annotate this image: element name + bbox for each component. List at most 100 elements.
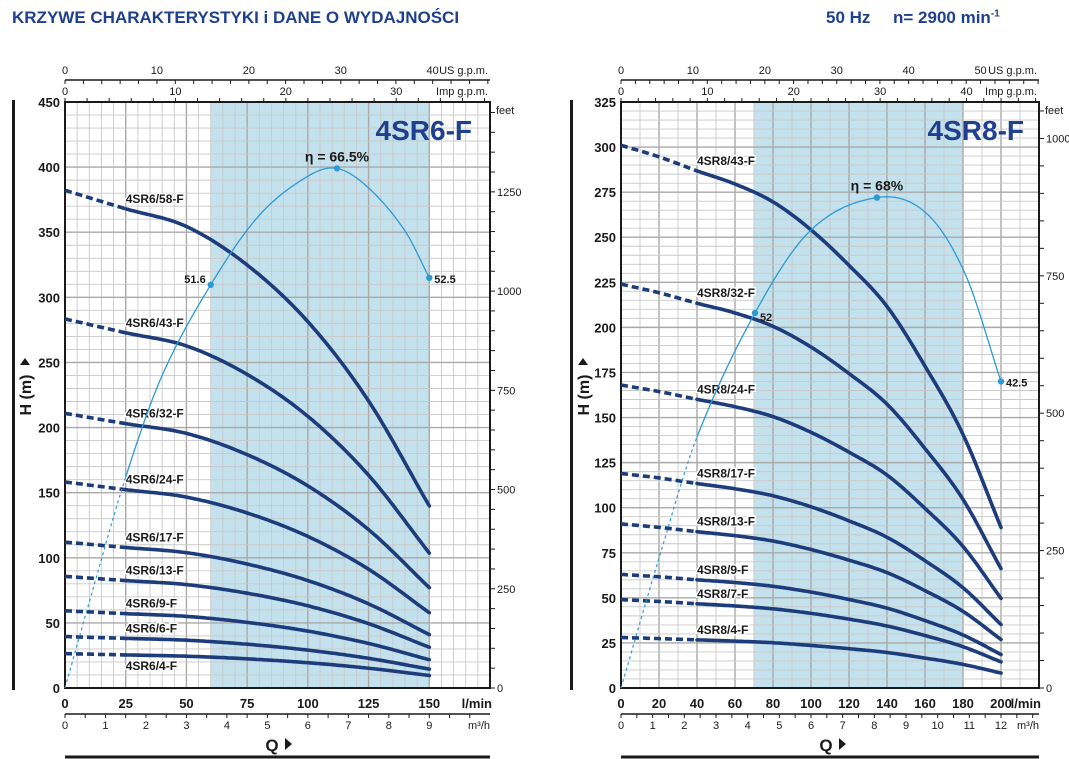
imp-gpm-tick-label: 0 <box>62 86 68 98</box>
x-tick-label: 25 <box>118 696 132 711</box>
x-tick-label: 100 <box>800 696 822 711</box>
curve-label: 4SR6/17-F <box>126 530 184 544</box>
y-tick-label: 300 <box>594 140 616 155</box>
us-gpm-tick-label: 10 <box>151 65 163 77</box>
efficiency-point <box>333 165 341 172</box>
m3h-tick-label: 3 <box>183 720 189 732</box>
efficiency-label: η = 68% <box>851 178 904 194</box>
pump-curve-4sr8-7-f <box>695 602 1003 664</box>
x-tick-label: 0 <box>61 696 68 711</box>
m3h-tick-label: 6 <box>808 720 814 732</box>
m3h-tick-label: 9 <box>426 720 432 732</box>
pump-curve-dashed-4sr8-17-f <box>620 471 698 486</box>
speed-label: n= 2900 min-1 <box>893 8 1000 28</box>
efficiency-label: 51.6 <box>184 274 205 286</box>
plot-frame <box>64 101 491 689</box>
y-tick-label: 125 <box>594 456 616 471</box>
feet-tick-label: 0 <box>497 683 503 695</box>
feet-tick-label: 250 <box>1046 546 1064 558</box>
curve-label: 4SR8/24-F <box>697 382 755 396</box>
imp-gpm-tick-label: 10 <box>701 86 713 98</box>
arrow-up-icon <box>20 358 30 365</box>
pump-curve-4sr6-6-f <box>123 636 432 671</box>
us-gpm-tick-label: 30 <box>831 65 843 77</box>
pump-curve-4sr8-17-f <box>695 481 1003 627</box>
imp-gpm-tick-label: 30 <box>390 86 402 98</box>
pump-curve-dashed-4sr8-9-f <box>620 572 698 582</box>
pump-curve-4sr8-4-f <box>695 638 1003 675</box>
pump-curve-4sr8-32-f <box>695 301 1003 571</box>
m3h-tick-label: 7 <box>840 720 846 732</box>
m3h-tick-label: 6 <box>305 720 311 732</box>
x-tick-label: 200 <box>990 696 1012 711</box>
speed-text: n= 2900 min <box>893 8 991 27</box>
pump-curve-4sr8-24-f <box>695 397 1003 601</box>
us-gpm-tick-label: 30 <box>335 65 347 77</box>
page-title: KRZYWE CHARAKTERYSTYKI i DANE O WYDAJNOŚ… <box>12 8 460 27</box>
y-axis-title-group: H (m) <box>576 358 593 415</box>
m3h-tick-label: 5 <box>264 720 270 732</box>
x-tick-label: 125 <box>358 696 380 711</box>
curve-label: 4SR6/6-F <box>126 621 177 635</box>
pump-curve-4sr6-4-f <box>123 653 432 678</box>
speed-exponent: -1 <box>990 8 1000 20</box>
y-tick-label: 200 <box>38 421 60 436</box>
efficiency-point <box>426 274 433 281</box>
chart-title: 4SR8-F <box>928 115 1024 146</box>
x-tick-label: 80 <box>766 696 780 711</box>
plot-frame <box>620 101 1040 689</box>
y-tick-label: 200 <box>594 320 616 335</box>
curve-label: 4SR8/9-F <box>697 563 748 577</box>
imp-gpm-tick-label: 30 <box>874 86 886 98</box>
feet-tick-label: 500 <box>497 485 515 497</box>
m3h-tick-label: 11 <box>964 720 975 732</box>
y-tick-label: 100 <box>38 551 60 566</box>
pump-curve-4sr8-13-f <box>695 529 1003 642</box>
curve-label: 4SR8/17-F <box>697 467 755 481</box>
us-gpm-tick-label: 40 <box>427 65 439 77</box>
x-axis-title: Q <box>819 736 832 755</box>
y-tick-label: 0 <box>53 681 60 696</box>
y-axis-title-group: H (m) <box>18 358 35 415</box>
pump-curve-dashed-4sr6-24-f <box>64 480 126 492</box>
y-tick-label: 250 <box>38 355 60 370</box>
pump-curve-4sr6-24-f <box>123 487 432 615</box>
y-axis-title: H (m) <box>576 375 593 416</box>
feet-axis-label: feet <box>1045 105 1063 117</box>
pump-curve-dashed-4sr8-24-f <box>620 383 698 402</box>
m3h-tick-label: 8 <box>871 720 877 732</box>
y-tick-label: 75 <box>602 546 616 561</box>
m3h-tick-label: 12 <box>995 720 1007 732</box>
y-tick-label: 450 <box>38 95 60 110</box>
feet-tick-label: 1000 <box>497 286 521 298</box>
us-gpm-axis-label: US g.p.m. <box>988 65 1037 77</box>
x-axis-title: Q <box>265 736 278 755</box>
efficiency-label: 52 <box>760 312 772 324</box>
curve-label: 4SR6/24-F <box>126 473 184 487</box>
pump-curve-dashed-4sr8-43-f <box>620 143 698 173</box>
curve-label: 4SR8/43-F <box>697 154 755 168</box>
efficiency-curve <box>696 196 1002 438</box>
curve-label: 4SR6/9-F <box>126 597 177 611</box>
pump-curve-dashed-4sr6-6-f <box>65 634 126 641</box>
curve-label: 4SR6/58-F <box>126 192 184 206</box>
us-gpm-tick-label: 20 <box>243 65 255 77</box>
pump-curve-4sr8-9-f <box>695 578 1003 657</box>
x-tick-label: 40 <box>690 696 704 711</box>
pump-curve-4sr6-17-f <box>123 545 432 637</box>
y-tick-label: 150 <box>38 486 60 501</box>
frequency-label: 50 Hz <box>826 8 871 27</box>
section-bar <box>570 100 573 690</box>
x-unit-label: l/min <box>1011 696 1041 711</box>
y-tick-label: 250 <box>594 230 616 245</box>
y-tick-label: 300 <box>38 290 60 305</box>
x-tick-label: 100 <box>297 696 319 711</box>
y-tick-label: 350 <box>38 225 60 240</box>
y-tick-label: 50 <box>46 616 60 631</box>
m3h-tick-label: 1 <box>102 720 108 732</box>
feet-tick-label: 500 <box>1046 408 1064 420</box>
efficiency-point <box>207 281 214 289</box>
y-tick-label: 100 <box>594 501 616 516</box>
us-gpm-tick-label: 0 <box>62 65 68 77</box>
